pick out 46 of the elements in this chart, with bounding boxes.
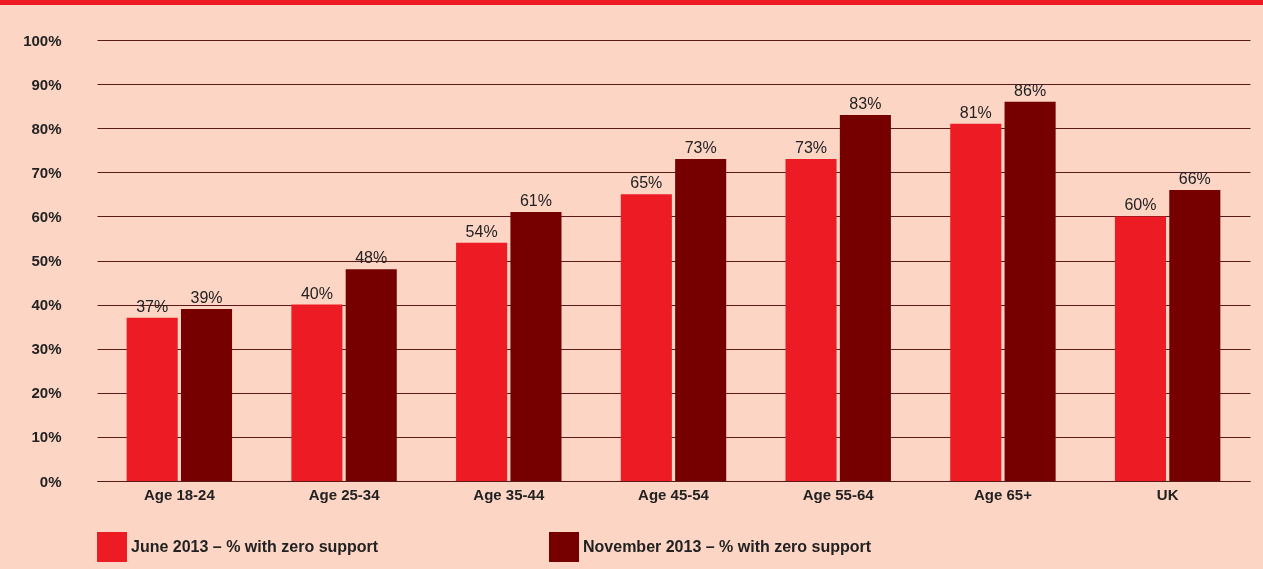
bar — [1114, 216, 1167, 481]
x-tick-label: Age 35-44 — [473, 485, 545, 503]
y-tick-label: 50% — [31, 252, 62, 269]
x-tick-label: Age 25-34 — [308, 485, 381, 503]
data-label: 61% — [519, 191, 552, 209]
y-tick-label: 0% — [39, 472, 62, 490]
y-tick-label: 100% — [23, 31, 62, 49]
data-label: 40% — [300, 284, 333, 302]
y-tick-label: 30% — [31, 340, 62, 358]
bar — [839, 114, 891, 481]
legend-label: November 2013 – % with zero support — [583, 538, 872, 555]
bar — [180, 309, 233, 481]
y-tick-label: 70% — [31, 163, 62, 181]
bar — [950, 123, 1002, 481]
y-tick-label: 20% — [31, 384, 62, 402]
x-tick-label: UK — [1156, 485, 1179, 503]
y-tick-label: 40% — [31, 296, 62, 314]
data-label: 73% — [684, 139, 717, 157]
data-label: 60% — [1124, 196, 1157, 214]
y-tick-label: 80% — [31, 119, 62, 137]
y-tick-label: 90% — [31, 75, 62, 93]
bar — [675, 159, 727, 481]
x-tick-label: Age 45-54 — [638, 485, 710, 503]
bar — [291, 304, 343, 481]
legend-label: June 2013 – % with zero support — [131, 538, 379, 555]
data-label: 86% — [1014, 81, 1047, 99]
data-label: 54% — [465, 222, 498, 240]
y-tick-label: 60% — [31, 207, 62, 225]
x-tick-label: Age 55-64 — [802, 485, 875, 503]
bar — [126, 317, 178, 481]
y-tick-label: 10% — [31, 428, 62, 446]
data-label: 39% — [190, 289, 223, 307]
bar — [1169, 189, 1221, 481]
data-label: 65% — [630, 174, 663, 192]
x-tick-label: Age 65+ — [973, 485, 1033, 503]
data-label: 73% — [795, 139, 828, 157]
data-label: 81% — [959, 103, 992, 121]
bar — [510, 211, 562, 481]
data-label: 83% — [849, 94, 882, 112]
bar — [620, 194, 672, 481]
bar — [345, 269, 397, 481]
bar — [785, 159, 837, 481]
x-tick-label: Age 18-24 — [143, 485, 216, 503]
bar — [1004, 101, 1056, 481]
data-label: 66% — [1178, 169, 1211, 187]
bar — [456, 242, 508, 481]
